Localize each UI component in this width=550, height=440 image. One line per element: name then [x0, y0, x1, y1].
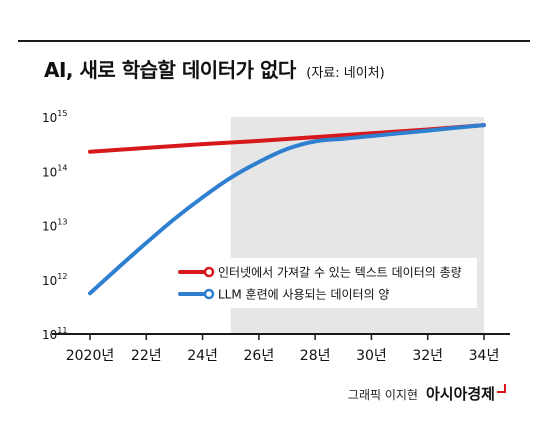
x-tick-label: 28년 — [300, 348, 331, 364]
x-tick-label: 24년 — [187, 348, 218, 364]
x-tick-label: 32년 — [412, 348, 443, 364]
x-tick-label: 2020년 — [66, 348, 115, 364]
top-rule — [18, 40, 530, 42]
y-tick-label: 1012 — [42, 272, 67, 288]
brand-logo: 아시아경제 — [425, 385, 495, 403]
legend: 인터넷에서 가져갈 수 있는 텍스트 데이터의 총량 LLM 훈련에 사용되는 데… — [172, 258, 477, 308]
chart-title: AI, 새로 학습할 데이터가 없다 (자료: 네이처) — [44, 54, 385, 83]
y-tick-label: 1011 — [42, 326, 67, 342]
source-note: (자료: 네이처) — [306, 66, 385, 81]
x-tick-label: 22년 — [131, 348, 162, 364]
x-tick-label: 34년 — [469, 348, 500, 364]
brand-mark-icon — [497, 384, 506, 393]
series-line-blue — [88, 123, 486, 296]
legend-box — [172, 258, 477, 308]
x-tick-label: 26년 — [244, 348, 275, 364]
legend-marker — [203, 288, 215, 300]
title-text: AI, 새로 학습할 데이터가 없다 — [44, 58, 296, 82]
x-tick-label: 30년 — [356, 348, 387, 364]
y-tick-label: 1014 — [42, 163, 67, 179]
y-tick-label: 1015 — [42, 109, 67, 125]
legend-marker — [203, 266, 215, 278]
legend-label: 인터넷에서 가져갈 수 있는 텍스트 데이터의 총량 — [218, 266, 462, 280]
y-tick-label: 1013 — [42, 218, 67, 234]
legend-label: LLM 훈련에 사용되는 데이터의 양 — [218, 288, 389, 302]
graphic-credit: 그래픽 이지현 — [347, 388, 418, 402]
credit: 그래픽 이지현 아시아경제 — [348, 383, 506, 404]
